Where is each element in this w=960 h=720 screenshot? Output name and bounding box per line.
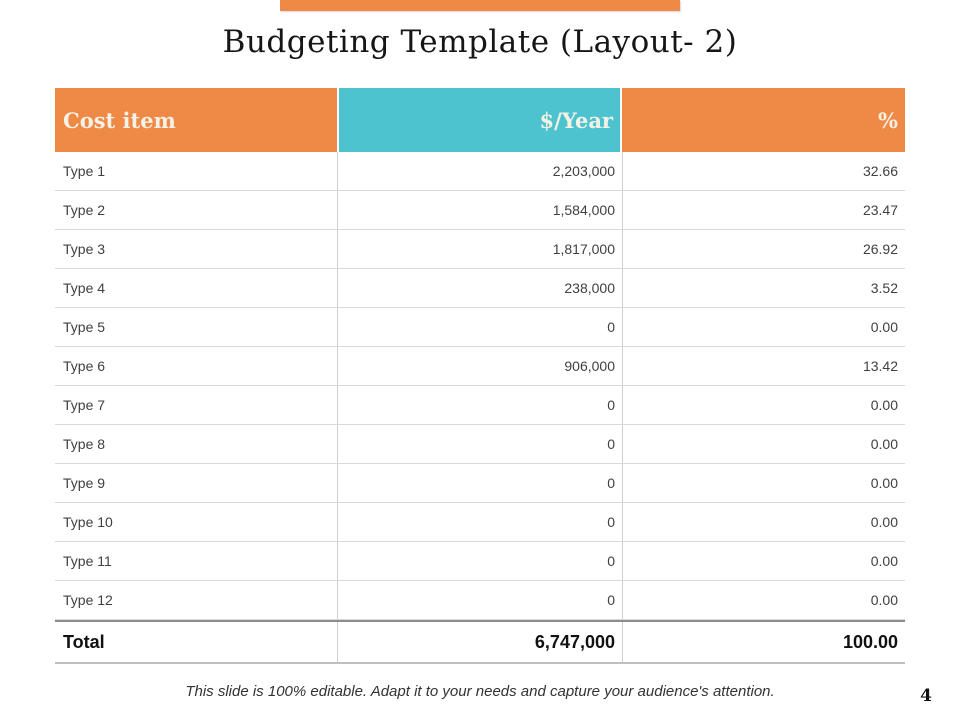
cost-item-cell: Type 8 (63, 436, 106, 452)
cost-item-cell: Type 3 (63, 241, 106, 257)
table-row: Type 7 0 0.00 (55, 386, 905, 425)
dollar-year-cell: 238,000 (337, 269, 622, 307)
cost-item-cell: Type 2 (63, 202, 106, 218)
dollar-year-cell: 1,584,000 (337, 191, 622, 229)
table-row: Type 5 0 0.00 (55, 308, 905, 347)
table-row: Type 2 1,584,000 23.47 (55, 191, 905, 230)
top-accent-bar (280, 0, 680, 11)
total-label: Total (63, 631, 105, 652)
table-total-row: Total 6,747,000 100.00 (55, 620, 905, 664)
percent-cell: 0.00 (622, 581, 905, 619)
table-row: Type 11 0 0.00 (55, 542, 905, 581)
dollar-year-cell: 0 (337, 503, 622, 541)
total-dollar-year: 6,747,000 (337, 622, 622, 662)
percent-cell: 3.52 (622, 269, 905, 307)
percent-cell: 0.00 (622, 464, 905, 502)
dollar-year-cell: 2,203,000 (337, 152, 622, 190)
footer-note: This slide is 100% editable. Adapt it to… (185, 683, 775, 700)
cost-item-cell: Type 7 (63, 397, 106, 413)
cost-item-cell: Type 6 (63, 358, 106, 374)
table-row: Type 3 1,817,000 26.92 (55, 230, 905, 269)
percent-cell: 32.66 (622, 152, 905, 190)
percent-cell: 0.00 (622, 503, 905, 541)
table-header-row: Cost item $/Year % (55, 88, 905, 152)
dollar-year-cell: 0 (337, 425, 622, 463)
header-cost-item: Cost item (55, 88, 337, 152)
page-title: Budgeting Template (Layout- 2) (222, 24, 738, 60)
dollar-year-cell: 0 (337, 386, 622, 424)
budget-table: Cost item $/Year % Type 1 2,203,000 32.6… (55, 88, 905, 664)
header-percent: % (622, 88, 905, 152)
percent-cell: 23.47 (622, 191, 905, 229)
dollar-year-cell: 0 (337, 464, 622, 502)
table-row: Type 9 0 0.00 (55, 464, 905, 503)
cost-item-cell: Type 11 (63, 553, 112, 569)
table-row: Type 8 0 0.00 (55, 425, 905, 464)
page-number: 4 (920, 686, 932, 706)
dollar-year-cell: 0 (337, 542, 622, 580)
table-row: Type 12 0 0.00 (55, 581, 905, 620)
dollar-year-cell: 1,817,000 (337, 230, 622, 268)
table-body: Type 1 2,203,000 32.66 Type 2 1,584,000 … (55, 152, 905, 620)
table-row: Type 4 238,000 3.52 (55, 269, 905, 308)
dollar-year-cell: 0 (337, 308, 622, 346)
cost-item-cell: Type 1 (63, 163, 106, 179)
percent-cell: 0.00 (622, 386, 905, 424)
table-row: Type 1 2,203,000 32.66 (55, 152, 905, 191)
percent-cell: 0.00 (622, 542, 905, 580)
dollar-year-cell: 0 (337, 581, 622, 619)
percent-cell: 13.42 (622, 347, 905, 385)
cost-item-cell: Type 5 (63, 319, 106, 335)
table-row: Type 10 0 0.00 (55, 503, 905, 542)
total-percent: 100.00 (622, 622, 905, 662)
cost-item-cell: Type 10 (63, 514, 113, 530)
table-row: Type 6 906,000 13.42 (55, 347, 905, 386)
cost-item-cell: Type 9 (63, 475, 106, 491)
percent-cell: 0.00 (622, 425, 905, 463)
cost-item-cell: Type 4 (63, 280, 106, 296)
cost-item-cell: Type 12 (63, 592, 113, 608)
percent-cell: 26.92 (622, 230, 905, 268)
header-dollar-year: $/Year (337, 88, 622, 152)
dollar-year-cell: 906,000 (337, 347, 622, 385)
percent-cell: 0.00 (622, 308, 905, 346)
